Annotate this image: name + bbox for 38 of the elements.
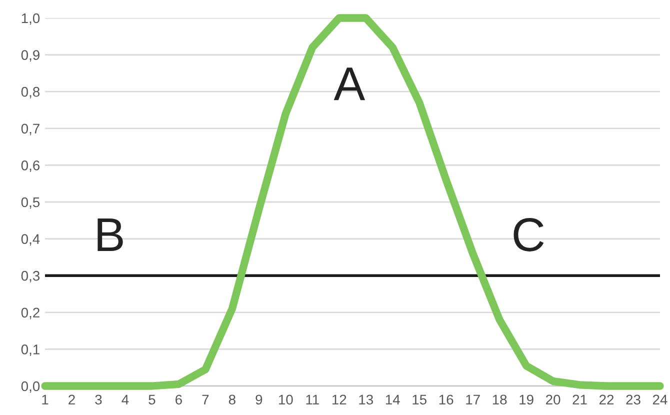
y-tick-label: 0,8 [21,86,40,98]
y-tick-label: 0,4 [21,234,40,246]
x-tick-label: 4 [122,394,129,404]
y-tick-label: 0,2 [21,308,40,320]
x-tick-label: 6 [176,394,182,405]
x-tick-label: 5 [148,394,156,405]
x-tick-label: 1 [42,394,48,404]
x-tick-label: 8 [228,394,236,405]
annotation: B [98,218,123,252]
x-tick-label: 2 [68,394,75,404]
x-tick-label: 12 [332,394,346,404]
x-tick-label: 14 [386,394,400,404]
x-tick-label: 18 [492,394,507,405]
annotation: C [514,218,544,252]
y-tick-label: 0,6 [21,160,40,172]
x-tick-label: 7 [202,394,209,404]
x-tick-label: 21 [572,394,587,404]
x-tick-label: 13 [359,394,373,405]
y-tick-label: 0,3 [21,270,40,282]
x-tick-label: 3 [95,394,102,405]
x-tick-label: 15 [412,394,426,405]
y-tick-label: 0,1 [21,344,40,356]
y-tick-label: 0,9 [21,50,40,62]
x-tick-label: 10 [278,394,293,405]
x-tick-label: 17 [466,394,480,404]
x-tick-label: 23 [626,394,640,405]
y-tick-label: 1,0 [22,13,40,25]
x-tick-label: 22 [599,394,614,404]
x-tick-label: 16 [439,394,454,405]
x-tick-label: 11 [306,394,319,404]
x-tick-label: 19 [520,394,534,405]
y-tick-label: 0,7 [21,124,40,136]
annotation: A [334,68,366,100]
x-tick-label: 20 [546,394,560,405]
x-tick-label: 9 [256,394,262,405]
y-tick-label: 0,0 [21,381,40,393]
y-tick-label: 0,5 [21,197,40,209]
x-tick-label: 24 [652,394,668,404]
